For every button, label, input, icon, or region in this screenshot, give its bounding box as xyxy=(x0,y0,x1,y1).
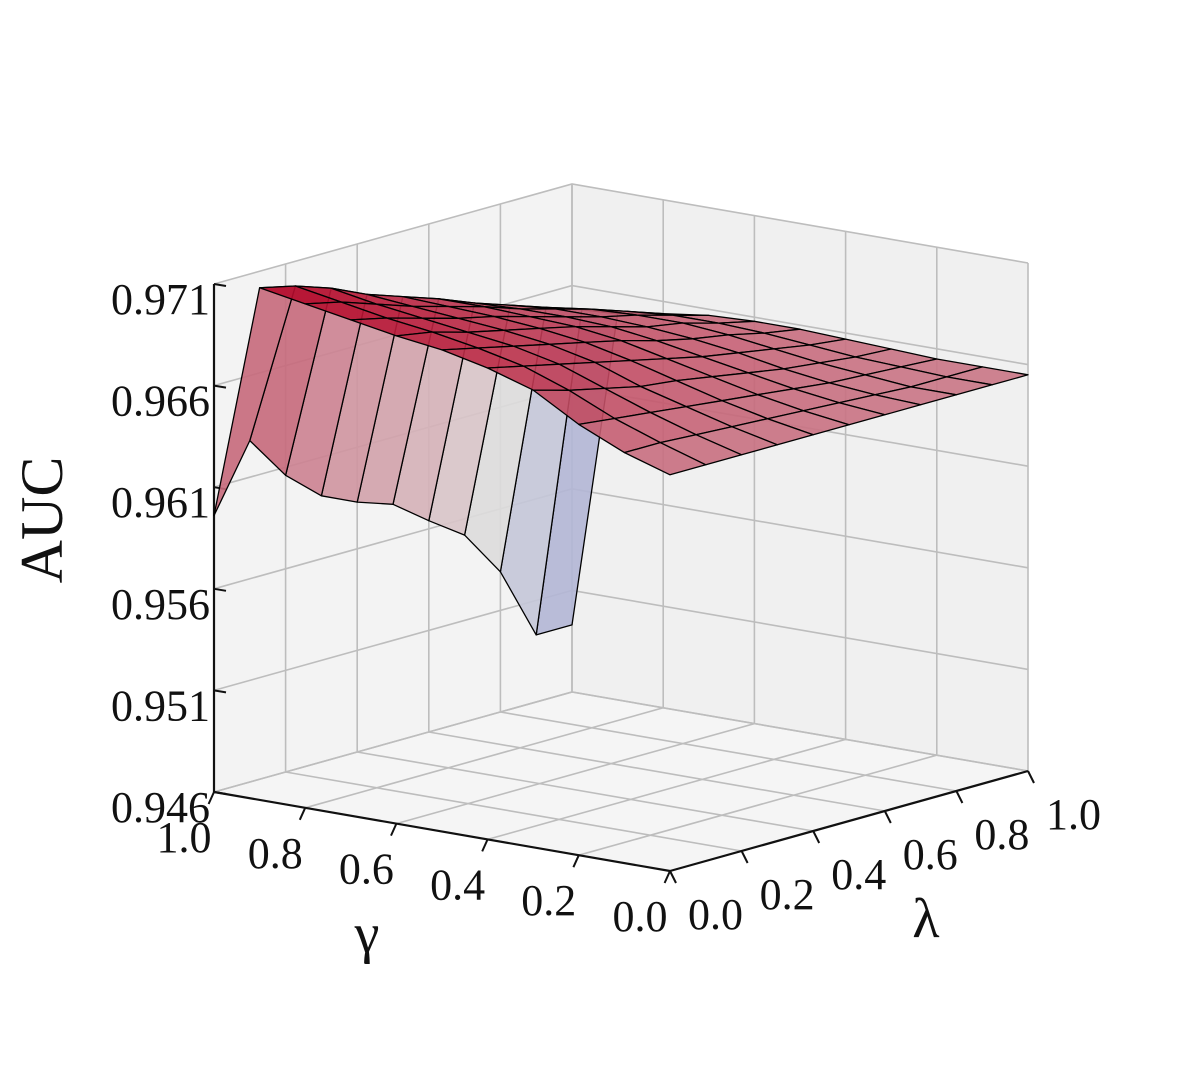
surface-plot xyxy=(213,285,1029,636)
axis-lines xyxy=(207,283,1035,884)
tick-labels: 0.00.20.40.60.81.00.0 0.2 0.4 0.6 0.8 1.00.94… xyxy=(111,275,1101,941)
lambda-axis-line xyxy=(669,769,1029,873)
back-right-pane xyxy=(572,184,1028,771)
gamma-tick-label: 0.0 xyxy=(613,892,668,941)
axis-panes xyxy=(214,184,1028,871)
gamma-tick-mark xyxy=(572,854,580,868)
gamma-tick-mark xyxy=(298,807,307,821)
lambda-tick-label: 0.8 xyxy=(974,810,1029,859)
gamma-tick-label: 0.4 xyxy=(430,860,485,909)
lambda-tick-mark xyxy=(669,870,677,884)
gamma-tick-mark xyxy=(663,870,671,884)
gamma-tick-label: 0.6 xyxy=(339,845,394,894)
auc-tick-label: 0.951 xyxy=(111,681,210,730)
auc-tick-label: 0.946 xyxy=(111,783,210,832)
gridline-auc xyxy=(213,691,1029,793)
auc-tick-mark xyxy=(213,384,227,389)
lambda-tick-mark xyxy=(1027,770,1035,784)
gamma-tick-mark xyxy=(207,791,215,805)
surface-facet xyxy=(623,441,707,476)
gamma-axis-line xyxy=(213,790,671,873)
x-axis-label: γ xyxy=(354,903,380,965)
auc-tick-mark xyxy=(213,283,227,287)
lambda-tick-mark xyxy=(812,830,821,844)
gamma-tick-label: 0.8 xyxy=(248,829,303,878)
auc-tick-label: 0.971 xyxy=(111,275,210,324)
lambda-tick-mark xyxy=(955,790,964,804)
auc-tick-label: 0.961 xyxy=(111,478,210,527)
auc-tick-label: 0.956 xyxy=(111,580,210,629)
lambda-tick-label: 0.4 xyxy=(831,850,886,899)
gridline-auc xyxy=(213,183,1029,285)
z-axis-label: AUC xyxy=(9,457,75,584)
gamma-tick-mark xyxy=(390,823,398,837)
lambda-tick-label: 0.2 xyxy=(760,870,815,919)
gamma-tick-label: 1.0 xyxy=(157,813,212,862)
gamma-tick-label: 0.2 xyxy=(521,876,576,925)
auc-tick-label: 0.966 xyxy=(111,377,210,426)
lambda-tick-mark xyxy=(883,810,892,824)
lambda-tick-label: 0.0 xyxy=(688,890,743,939)
lambda-tick-mark xyxy=(740,850,749,864)
auc-tick-mark xyxy=(213,791,227,795)
gamma-tick-mark xyxy=(481,838,489,852)
lambda-tick-label: 0.6 xyxy=(903,830,958,879)
y-axis-label: λ xyxy=(912,888,939,950)
auc-tick-mark xyxy=(213,587,227,592)
lambda-tick-label: 1.0 xyxy=(1046,790,1101,839)
auc-tick-mark xyxy=(213,689,227,694)
